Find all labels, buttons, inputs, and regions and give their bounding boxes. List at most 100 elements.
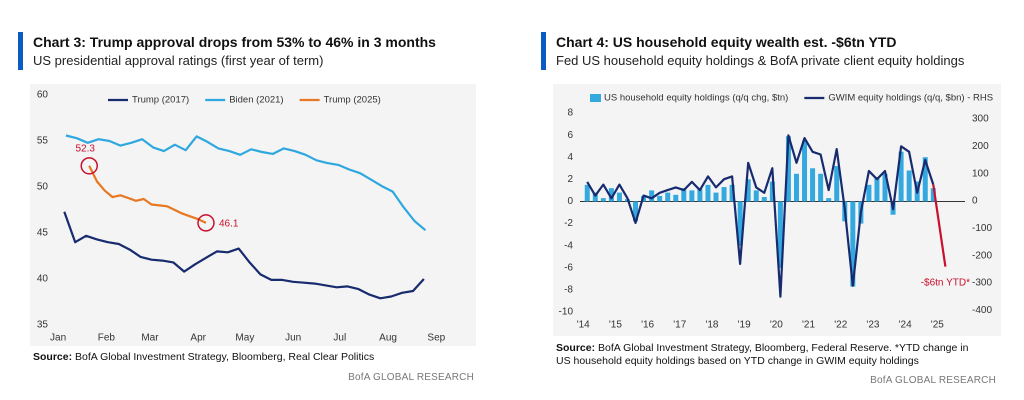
bar: [737, 201, 743, 246]
brand: BofA GLOBAL RESEARCH: [870, 375, 996, 386]
x-tick-label: Jun: [285, 333, 301, 344]
bar: [850, 201, 856, 287]
legend-label: Trump (2017): [132, 95, 189, 106]
bar: [600, 198, 606, 202]
bar: [769, 181, 775, 202]
y-tick-label: -4: [564, 240, 573, 251]
bar: [721, 187, 727, 202]
bar: [826, 198, 832, 202]
y-tick-label: 0: [567, 196, 573, 207]
x-tick-label: '24: [899, 320, 912, 331]
source-note: Source: BofA Global Investment Strategy,…: [33, 351, 473, 364]
x-tick-label: Feb: [98, 333, 116, 344]
y-tick-label: -10: [559, 307, 574, 318]
bar: [673, 194, 679, 202]
x-tick-label: Jul: [333, 333, 346, 344]
x-tick-label: '19: [738, 320, 751, 331]
source-text: BofA Global Investment Strategy, Bloombe…: [556, 342, 969, 367]
bar: [785, 136, 791, 202]
source-label: Source:: [33, 351, 73, 363]
plot-background: [553, 84, 1001, 336]
y2-tick-label: -300: [972, 278, 992, 289]
bar: [729, 184, 735, 202]
bar: [608, 188, 614, 202]
bar: [665, 192, 671, 202]
bar: [906, 170, 912, 202]
plot-background: [30, 84, 476, 346]
chart-title: Chart 4: US household equity wealth est.…: [556, 34, 897, 50]
data-label: 46.1: [219, 219, 239, 230]
y2-tick-label: 300: [972, 114, 989, 125]
series-line: [88, 165, 207, 224]
series-line: [65, 134, 427, 232]
y-tick-label: 55: [37, 136, 49, 147]
legend-label: US household equity holdings (q/q chg, $…: [604, 93, 788, 104]
x-tick-label: '14: [577, 320, 590, 331]
bar: [657, 195, 663, 202]
y2-tick-label: -100: [972, 223, 992, 234]
bar: [705, 184, 711, 202]
y2-tick-label: -200: [972, 250, 992, 261]
x-tick-label: Mar: [141, 333, 159, 344]
x-tick-label: '17: [673, 320, 686, 331]
highlight-circle: [197, 214, 215, 232]
x-tick-label: Apr: [190, 333, 206, 344]
y-tick-label: 40: [37, 274, 49, 285]
source-text: BofA Global Investment Strategy, Bloombe…: [75, 351, 375, 363]
y-tick-label: 45: [37, 228, 49, 239]
x-tick-label: Aug: [379, 333, 397, 344]
source-label: Source:: [556, 342, 596, 354]
bar: [882, 173, 888, 202]
y-tick-label: 35: [37, 320, 49, 331]
y2-tick-label: 0: [972, 196, 978, 207]
legend-label: GWIM equity holdings (q/q, $bn) - RHS: [828, 93, 993, 104]
chart-title: Chart 3: Trump approval drops from 53% t…: [33, 34, 436, 50]
annotation: -$6tn YTD*: [921, 277, 970, 288]
x-tick-label: '15: [609, 320, 622, 331]
bar: [818, 173, 824, 202]
series-line: [63, 211, 425, 300]
x-tick-label: '16: [641, 320, 654, 331]
x-tick-label: '18: [705, 320, 718, 331]
bar: [761, 197, 767, 202]
chart-subtitle: US presidential approval ratings (first …: [33, 53, 324, 68]
y-tick-label: 60: [37, 90, 49, 101]
y-tick-label: 4: [567, 152, 573, 163]
data-label: 52.3: [76, 143, 96, 154]
x-tick-label: Sep: [427, 333, 445, 344]
y2-tick-label: -400: [972, 305, 992, 316]
highlight-circle: [80, 157, 98, 175]
y-tick-label: -8: [564, 285, 573, 296]
bar: [633, 201, 639, 222]
y2-tick-label: 200: [972, 141, 989, 152]
bar: [753, 190, 759, 202]
source-note: Source: BofA Global Investment Strategy,…: [556, 342, 976, 368]
brand: BofA GLOBAL RESEARCH: [348, 372, 474, 383]
y-tick-label: -6: [564, 262, 573, 273]
series-line-estimate: [932, 184, 947, 267]
bar: [922, 157, 928, 202]
x-tick-label: '25: [931, 320, 944, 331]
bar: [834, 166, 840, 202]
y-tick-label: -2: [564, 218, 573, 229]
x-tick-label: '20: [770, 320, 783, 331]
x-tick-label: '23: [866, 320, 879, 331]
bar: [802, 140, 808, 202]
y-tick-label: 50: [37, 182, 49, 193]
legend-swatch: [590, 94, 601, 102]
legend-label: Biden (2021): [229, 95, 283, 106]
bar: [810, 168, 816, 202]
bar: [745, 179, 751, 202]
bar: [689, 190, 695, 202]
bar: [930, 188, 936, 202]
bar: [793, 173, 799, 202]
legend-label: Trump (2025): [324, 95, 381, 106]
bar: [866, 184, 872, 202]
chart-subtitle: Fed US household equity holdings & BofA …: [556, 53, 965, 68]
y-tick-label: 6: [567, 130, 573, 141]
x-tick-label: '21: [802, 320, 815, 331]
y-tick-label: 8: [567, 108, 573, 119]
bar: [777, 201, 783, 268]
